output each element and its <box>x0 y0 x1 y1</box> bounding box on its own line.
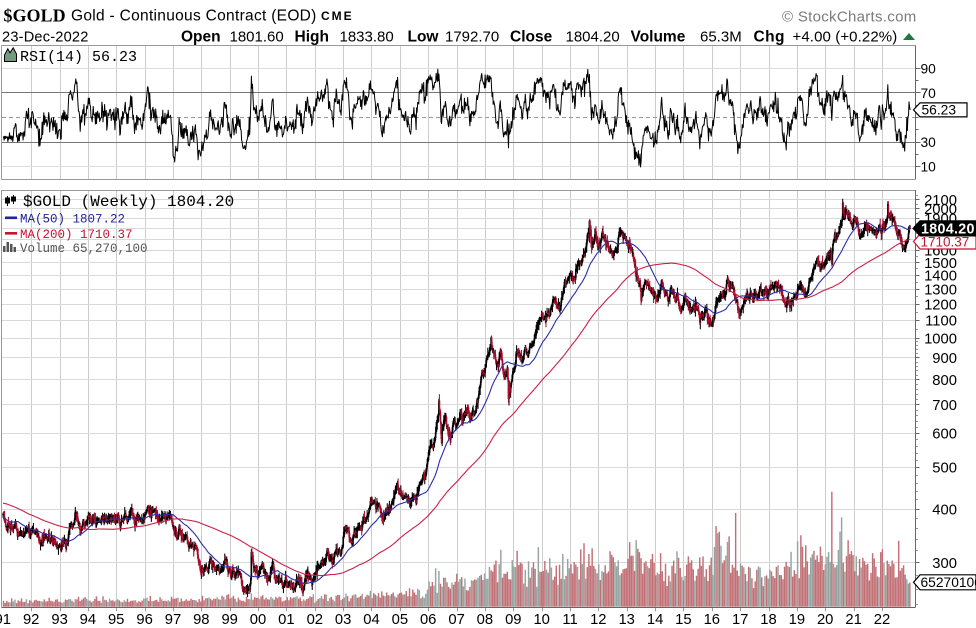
svg-text:05: 05 <box>392 612 408 628</box>
svg-text:01: 01 <box>278 612 294 628</box>
svg-text:1200: 1200 <box>924 297 957 313</box>
svg-text:Chg: Chg <box>754 28 785 45</box>
svg-text:1400: 1400 <box>924 269 957 285</box>
svg-text:Volume: Volume <box>631 28 686 45</box>
svg-text:2000: 2000 <box>924 202 957 218</box>
svg-text:2100: 2100 <box>924 193 957 209</box>
svg-text:14: 14 <box>647 612 663 628</box>
svg-text:RSI(14) 56.23: RSI(14) 56.23 <box>20 49 137 66</box>
svg-text:03: 03 <box>335 612 351 628</box>
svg-text:00: 00 <box>250 612 266 628</box>
svg-text:02: 02 <box>307 612 323 628</box>
svg-text:10: 10 <box>921 160 937 175</box>
svg-text:1804.20: 1804.20 <box>921 221 975 237</box>
svg-text:1000: 1000 <box>924 331 957 347</box>
svg-text:MA(200) 1710.37: MA(200) 1710.37 <box>20 228 133 242</box>
svg-text:© StockCharts.com: © StockCharts.com <box>782 9 917 26</box>
svg-text:09: 09 <box>505 612 521 628</box>
svg-text:1710.37: 1710.37 <box>921 234 970 249</box>
svg-text:16: 16 <box>704 612 720 628</box>
svg-text:MA(50) 1807.22: MA(50) 1807.22 <box>20 212 125 226</box>
svg-text:18: 18 <box>760 612 776 628</box>
svg-text:CME: CME <box>321 9 354 23</box>
svg-text:Low: Low <box>408 28 440 45</box>
svg-text:11: 11 <box>562 612 577 628</box>
svg-text:65.3M: 65.3M <box>700 28 742 45</box>
svg-text:1100: 1100 <box>925 314 957 330</box>
svg-text:13: 13 <box>618 612 634 628</box>
svg-text:98: 98 <box>193 612 209 628</box>
svg-text:90: 90 <box>921 62 937 77</box>
svg-text:1801.60: 1801.60 <box>230 28 284 45</box>
svg-text:Close: Close <box>510 28 553 45</box>
svg-text:20: 20 <box>817 612 833 628</box>
svg-text:94: 94 <box>80 612 96 628</box>
svg-text:19: 19 <box>789 612 805 628</box>
svg-text:91: 91 <box>0 612 11 628</box>
svg-text:07: 07 <box>448 612 464 628</box>
svg-text:70: 70 <box>921 86 937 101</box>
svg-text:700: 700 <box>932 398 957 414</box>
svg-text:10: 10 <box>533 612 549 628</box>
svg-text:+4.00 (+0.22%): +4.00 (+0.22%) <box>793 28 898 45</box>
svg-text:56.23: 56.23 <box>922 103 957 118</box>
svg-text:08: 08 <box>477 612 493 628</box>
svg-text:99: 99 <box>221 612 237 628</box>
svg-text:Volume 65,270,100: Volume 65,270,100 <box>20 242 148 256</box>
svg-text:22: 22 <box>874 612 890 628</box>
svg-text:93: 93 <box>51 612 67 628</box>
svg-text:06: 06 <box>420 612 436 628</box>
svg-text:1804.20: 1804.20 <box>566 28 620 45</box>
svg-text:30: 30 <box>921 135 937 150</box>
svg-text:15: 15 <box>675 612 691 628</box>
svg-text:High: High <box>295 28 329 45</box>
svg-text:04: 04 <box>363 612 379 628</box>
svg-text:600: 600 <box>932 427 957 443</box>
svg-text:65270100: 65270100 <box>921 575 976 590</box>
svg-text:1833.80: 1833.80 <box>340 28 394 45</box>
svg-text:1500: 1500 <box>924 256 957 272</box>
svg-text:1792.70: 1792.70 <box>445 28 499 45</box>
svg-text:23-Dec-2022: 23-Dec-2022 <box>2 29 89 45</box>
svg-text:300: 300 <box>932 556 957 572</box>
svg-text:500: 500 <box>932 461 957 477</box>
svg-text:$GOLD: $GOLD <box>4 6 66 26</box>
svg-text:400: 400 <box>932 502 957 518</box>
svg-text:95: 95 <box>108 612 124 628</box>
svg-text:17: 17 <box>732 612 748 628</box>
svg-text:800: 800 <box>932 373 957 389</box>
svg-text:$GOLD (Weekly) 1804.20: $GOLD (Weekly) 1804.20 <box>23 193 234 211</box>
svg-text:97: 97 <box>165 612 181 628</box>
svg-text:96: 96 <box>136 612 152 628</box>
svg-text:12: 12 <box>590 612 606 628</box>
svg-text:1300: 1300 <box>924 283 957 299</box>
svg-text:900: 900 <box>932 351 957 367</box>
svg-text:Gold - Continuous Contract (EO: Gold - Continuous Contract (EOD) <box>71 8 317 25</box>
svg-text:21: 21 <box>845 612 861 628</box>
svg-text:92: 92 <box>23 612 39 628</box>
svg-text:Open: Open <box>181 28 221 45</box>
